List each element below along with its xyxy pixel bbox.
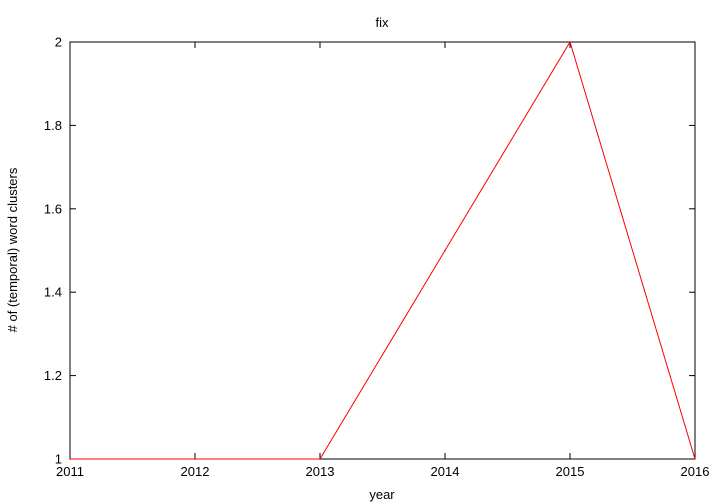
x-tick-label: 2015 [556, 464, 585, 479]
y-tick-label: 1 [55, 452, 62, 467]
x-tick-label: 2014 [431, 464, 460, 479]
data-point [444, 249, 446, 252]
chart-title: fix [376, 15, 390, 30]
y-tick-label: 2 [55, 35, 62, 50]
x-tick-label: 2016 [681, 464, 710, 479]
series-line [70, 40, 696, 460]
x-axis-label: year [369, 487, 395, 502]
y-tick-label: 1.8 [44, 118, 62, 133]
y-tick-label: 1.4 [44, 285, 62, 300]
x-tick-label: 2011 [56, 464, 84, 479]
data-point [319, 458, 321, 460]
data-point [194, 458, 196, 460]
data-point [694, 458, 696, 460]
data-point [569, 41, 571, 43]
x-tick-label: 2012 [181, 464, 210, 479]
x-tick-label: 2013 [306, 464, 335, 479]
x-axis: 2011 2012 2013 2014 2015 2016 [56, 42, 709, 479]
y-tick-label: 1.6 [44, 201, 62, 216]
y-tick-label: 1.2 [44, 368, 62, 383]
y-axis-label: # of (temporal) word clusters [5, 167, 20, 332]
data-point [69, 458, 71, 460]
series-layer [69, 40, 696, 460]
plot-area-frame [69, 41, 696, 460]
y-axis: 1 1.2 1.4 1.6 1.8 2 [44, 35, 695, 467]
